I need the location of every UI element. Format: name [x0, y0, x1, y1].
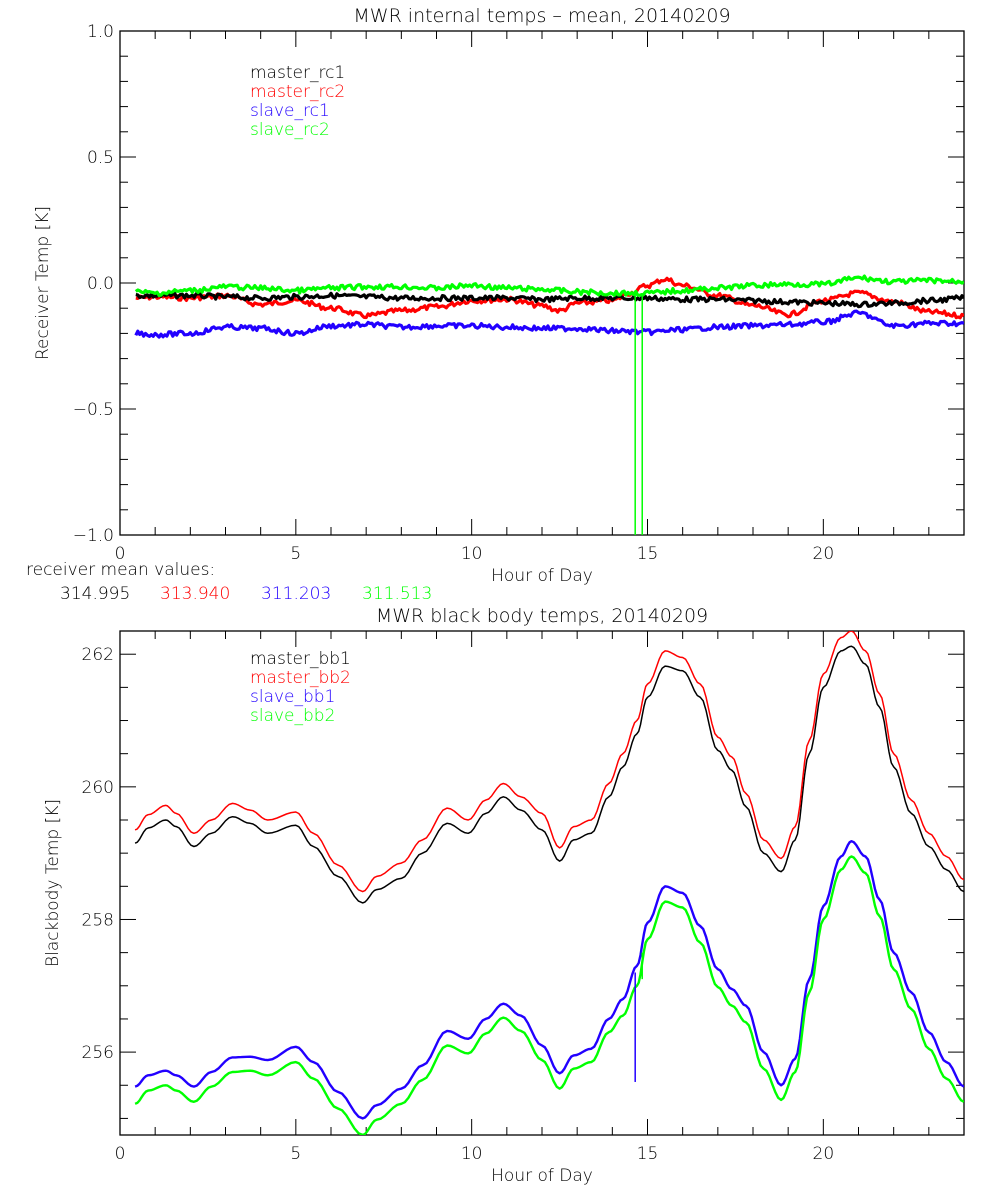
bottom-y-tick-labels: 256 258 260 262: [82, 645, 114, 1063]
x-tick-label: 10: [461, 544, 483, 564]
mean-value-slave_rc2: 311.513: [362, 584, 432, 604]
bottom-series-group: [134, 631, 964, 1135]
top-x-tick-labels: 0 5 10 15 20: [115, 544, 835, 564]
x-tick-label: 10: [461, 1144, 483, 1164]
x-tick-label: 20: [813, 1144, 835, 1164]
bottom-x-axis-label: Hour of Day: [491, 1166, 593, 1186]
y-tick-label: −0.5: [73, 400, 114, 420]
mean-value-master_rc2: 313.940: [160, 584, 230, 604]
legend-item-slave_bb1: slave_bb1: [250, 687, 335, 707]
bottom-y-axis-label: Blackbody Temp [K]: [43, 799, 63, 967]
x-tick-label: 20: [813, 544, 835, 564]
series-line-slave_bb1: [134, 840, 964, 1120]
series-line-master_rc2: [135, 276, 964, 320]
top-y-tick-labels: 1.0 0.5 0.0 −0.5 −1.0: [73, 22, 114, 546]
y-tick-label: 0.5: [87, 148, 114, 168]
x-tick-label: 15: [637, 544, 659, 564]
x-tick-label: 5: [290, 544, 301, 564]
blackbody-temps-panel: MWR black body temps, 20140209 0 5 10 15 20 …: [43, 605, 965, 1186]
series-line-slave_bb2: [134, 855, 964, 1135]
y-tick-label: 258: [82, 910, 114, 930]
x-tick-label: 0: [115, 1144, 126, 1164]
series-line-slave_rc1: [134, 309, 964, 339]
receiver-mean-label: receiver mean values:: [26, 560, 215, 580]
x-tick-label: 0: [115, 544, 126, 564]
series-line-slave_rc2: [134, 274, 964, 298]
legend-item-master_rc2: master_rc2: [250, 82, 345, 102]
top-y-axis-label: Receiver Temp [K]: [33, 206, 53, 360]
legend-item-master_rc1: master_rc1: [250, 63, 345, 83]
y-tick-label: 260: [82, 778, 114, 798]
x-tick-label: 15: [637, 1144, 659, 1164]
y-tick-label: 256: [82, 1043, 114, 1063]
mean-value-slave_rc1: 311.203: [261, 584, 331, 604]
top-chart-title: MWR internal temps – mean, 20140209: [353, 5, 730, 27]
legend-item-slave_rc2: slave_rc2: [250, 120, 330, 140]
bottom-x-tick-labels: 0 5 10 15 20: [115, 1144, 835, 1164]
legend-item-master_bb1: master_bb1: [250, 649, 351, 669]
y-tick-label: 0.0: [87, 274, 114, 294]
receiver-mean-values: 314.995 313.940 311.203 311.513: [60, 584, 432, 604]
series-line-master_rc1: [135, 291, 964, 309]
receiver-temps-panel: MWR internal temps – mean, 20140209 0 5 10…: [26, 5, 965, 604]
top-axis-ticks: [119, 30, 965, 536]
y-tick-label: 1.0: [87, 22, 114, 42]
x-tick-label: 5: [290, 1144, 301, 1164]
legend-item-slave_rc1: slave_rc1: [250, 101, 330, 121]
bottom-chart-title: MWR black body temps, 20140209: [376, 605, 708, 627]
legend-item-slave_bb2: slave_bb2: [250, 706, 335, 726]
top-series-group: [134, 274, 964, 535]
y-tick-label: 262: [82, 645, 114, 665]
y-tick-label: −1.0: [73, 526, 114, 546]
series-line-master_bb2: [134, 631, 964, 893]
series-line-master_bb1: [134, 645, 964, 904]
top-x-axis-label: Hour of Day: [491, 566, 593, 586]
legend-item-master_bb2: master_bb2: [250, 668, 351, 688]
bottom-axis-ticks: [119, 631, 965, 1135]
mean-value-master_rc1: 314.995: [60, 584, 130, 604]
